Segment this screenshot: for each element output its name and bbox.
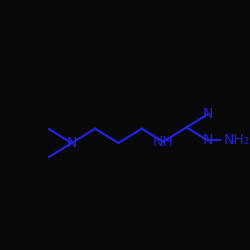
- Text: N: N: [66, 136, 77, 150]
- Text: N: N: [202, 134, 213, 147]
- Text: NH: NH: [153, 135, 174, 149]
- Text: N: N: [202, 108, 213, 122]
- Text: NH₂: NH₂: [224, 134, 250, 147]
